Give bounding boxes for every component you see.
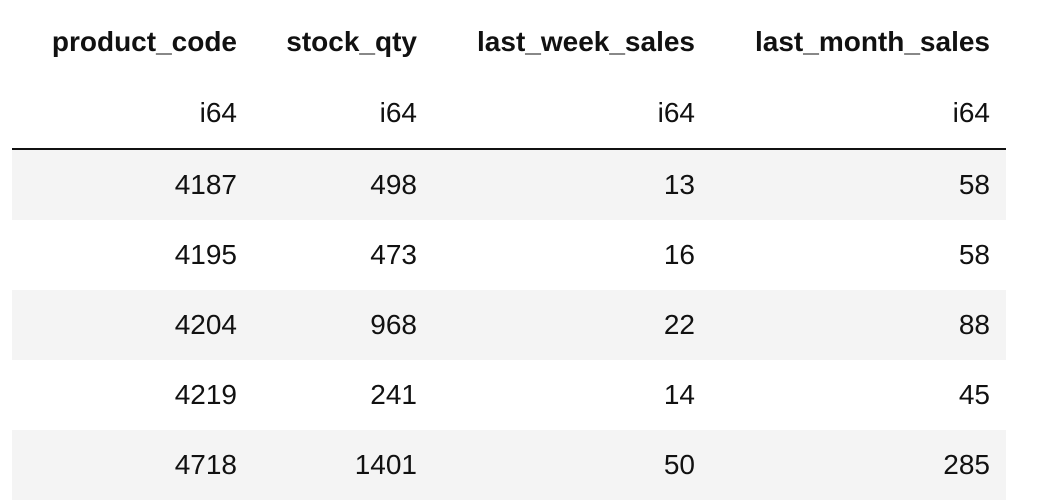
column-dtype: i64 — [379, 97, 417, 128]
table-cell: 16 — [663, 239, 695, 270]
column-dtype: i64 — [199, 97, 237, 128]
table-cell: 22 — [663, 309, 695, 340]
table-cell: 968 — [370, 309, 417, 340]
row-stripe — [12, 290, 1006, 360]
table-cell: 58 — [958, 169, 990, 200]
table-cell: 4718 — [174, 449, 237, 480]
table-cell: 4187 — [174, 169, 237, 200]
table-cell: 473 — [370, 239, 417, 270]
table-cell: 88 — [958, 309, 990, 340]
table-cell: 4195 — [174, 239, 237, 270]
table-cell: 1401 — [354, 449, 417, 480]
table-cell: 4204 — [174, 309, 237, 340]
column-header: product_code — [51, 26, 237, 57]
column-header: last_week_sales — [477, 26, 695, 57]
header-rule — [12, 148, 1006, 150]
table-cell: 241 — [370, 379, 417, 410]
table-cell: 58 — [958, 239, 990, 270]
table-cell: 4219 — [174, 379, 237, 410]
column-dtype: i64 — [952, 97, 990, 128]
table-cell: 285 — [943, 449, 990, 480]
table-cell: 50 — [663, 449, 695, 480]
column-header: last_month_sales — [755, 26, 990, 57]
table-cell: 45 — [958, 379, 990, 410]
table-cell: 498 — [370, 169, 417, 200]
table-cell: 13 — [663, 169, 695, 200]
table-cell: 14 — [663, 379, 695, 410]
row-stripe — [12, 150, 1006, 220]
row-stripe — [12, 430, 1006, 500]
column-dtype: i64 — [657, 97, 695, 128]
column-header: stock_qty — [286, 26, 417, 57]
